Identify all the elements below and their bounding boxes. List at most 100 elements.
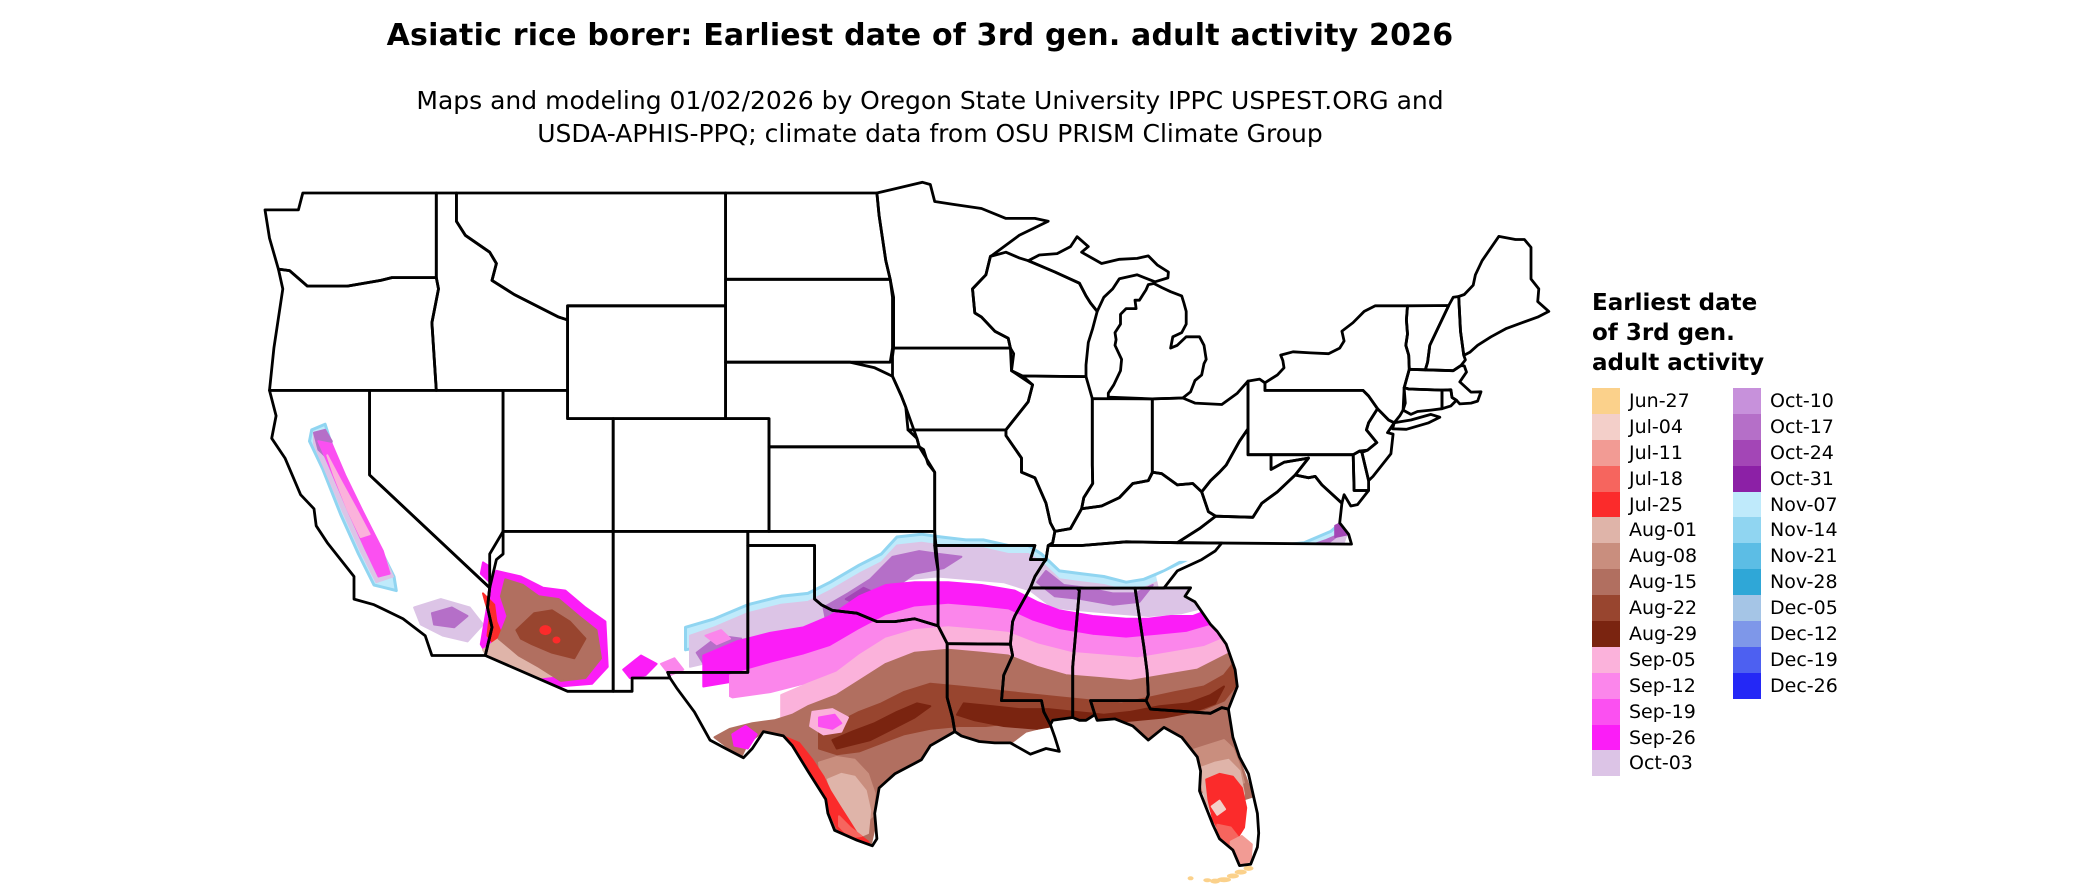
legend-item: Nov-28 [1733, 569, 1838, 596]
map-dots-layer [539, 625, 1254, 884]
legend-title-line-1: Earliest date [1592, 290, 1758, 316]
state-border-tx [666, 544, 957, 848]
legend-columns: Jun-27 Jul-04 Jul-11 Jul-18 Jul-25 Aug-01 Aug-… [1592, 388, 1838, 777]
legend-label: Oct-10 [1770, 389, 1834, 412]
state-border-ny [1263, 304, 1411, 425]
legend-item: Jul-04 [1592, 413, 1733, 440]
map-region-sep-19 [818, 713, 843, 730]
legend-label: Oct-03 [1629, 752, 1693, 775]
state-border-wi [971, 250, 1099, 378]
legend-swatch-nov-14 [1733, 517, 1761, 544]
legend-item: Jul-25 [1592, 491, 1733, 518]
legend-label: Jul-11 [1629, 441, 1683, 464]
legend-swatch-nov-21 [1733, 543, 1761, 570]
legend-item: Sep-12 [1592, 672, 1733, 699]
legend-label: Jul-18 [1629, 467, 1683, 490]
state-border-nj [1360, 407, 1396, 482]
legend: Earliest date of 3rd gen. adult activity… [1592, 288, 1838, 777]
legend-item: Aug-01 [1592, 517, 1733, 544]
legend-swatch-aug-08 [1592, 543, 1620, 570]
legend-item: Aug-08 [1592, 543, 1733, 570]
legend-swatch-oct-10 [1733, 388, 1761, 414]
legend-label: Nov-21 [1770, 545, 1838, 568]
legend-swatch-sep-19 [1592, 698, 1620, 725]
legend-item: Aug-15 [1592, 569, 1733, 596]
map-region-aug-22 [515, 609, 587, 660]
legend-label: Nov-28 [1770, 571, 1838, 594]
legend-label: Oct-24 [1770, 441, 1834, 464]
legend-item: Nov-14 [1733, 517, 1838, 544]
map-region-jul-18 [838, 815, 863, 839]
state-border-oh [1150, 379, 1250, 494]
legend-item: Oct-10 [1733, 388, 1838, 414]
subtitle: Maps and modeling 01/02/2026 by Oregon S… [0, 84, 1860, 150]
legend-item: Oct-31 [1733, 465, 1838, 492]
state-border-li [1391, 413, 1442, 431]
map-dot-jul-25 [552, 636, 561, 644]
state-border-mlp [1106, 282, 1208, 401]
legend-swatch-dec-19 [1733, 646, 1761, 673]
legend-label: Sep-19 [1629, 700, 1696, 723]
state-border-me [1457, 235, 1551, 357]
state-border-sd [724, 277, 894, 364]
state-border-nd [724, 191, 892, 281]
map-region-sep-26 [731, 725, 758, 750]
legend-item: Oct-03 [1592, 750, 1733, 777]
legend-item: Sep-19 [1592, 698, 1733, 725]
legend-label: Jul-04 [1629, 415, 1683, 438]
legend-swatch-jul-11 [1592, 439, 1620, 466]
legend-item: Jun-27 [1592, 388, 1733, 414]
legend-label: Oct-31 [1770, 467, 1834, 490]
legend-item: Sep-26 [1592, 724, 1733, 751]
legend-label: Aug-22 [1629, 597, 1698, 620]
state-border-ne [724, 360, 921, 449]
legend-swatch-jun-27 [1592, 388, 1620, 414]
legend-label: Oct-17 [1770, 415, 1834, 438]
legend-item: Oct-24 [1733, 439, 1838, 466]
legend-title-line-2: of 3rd gen. [1592, 320, 1735, 346]
legend-title-line-3: adult activity [1592, 350, 1765, 376]
state-border-ri [1440, 388, 1458, 411]
legend-label: Jul-25 [1629, 493, 1683, 516]
legend-item: Jul-11 [1592, 439, 1733, 466]
map-dot-jul-25 [539, 625, 552, 636]
legend-swatch-sep-05 [1592, 646, 1620, 673]
legend-swatch-jul-25 [1592, 491, 1620, 518]
legend-item: Oct-17 [1733, 413, 1838, 440]
legend-column-2: Oct-10 Oct-17 Oct-24 Oct-31 Nov-07 Nov-14 Nov-… [1733, 388, 1838, 776]
state-border-ks [767, 445, 937, 533]
map-dot-jun-27 [1187, 876, 1194, 881]
map-region-sep-26 [622, 654, 658, 679]
subtitle-line-1: Maps and modeling 01/02/2026 by Oregon S… [416, 86, 1444, 115]
legend-item: Jul-18 [1592, 465, 1733, 492]
legend-swatch-oct-24 [1733, 439, 1761, 466]
legend-label: Aug-08 [1629, 545, 1698, 568]
legend-item: Dec-05 [1733, 595, 1838, 622]
state-border-il [1004, 374, 1095, 533]
legend-label: Jun-27 [1629, 389, 1690, 412]
legend-item: Dec-12 [1733, 621, 1838, 647]
legend-label: Dec-26 [1770, 674, 1838, 697]
map-dot-jun-27 [1203, 878, 1212, 883]
legend-column-1: Jun-27 Jul-04 Jul-11 Jul-18 Jul-25 Aug-01 Aug-… [1592, 388, 1733, 777]
map-region-aug-29 [831, 702, 932, 750]
legend-swatch-oct-17 [1733, 413, 1761, 440]
legend-item: Aug-22 [1592, 595, 1733, 622]
legend-swatch-nov-07 [1733, 491, 1761, 518]
map-region-oct-17 [430, 606, 469, 629]
map-region-jul-04 [1210, 799, 1227, 816]
map-region-jul-25 [1205, 772, 1248, 843]
state-border-co [611, 417, 771, 533]
state-border-mn [875, 180, 1050, 350]
map-data-layer [308, 422, 1353, 866]
state-border-ct [1401, 386, 1444, 416]
legend-label: Dec-12 [1770, 622, 1838, 645]
legend-swatch-oct-03 [1592, 750, 1620, 777]
legend-item: Sep-05 [1592, 646, 1733, 673]
legend-swatch-sep-12 [1592, 672, 1620, 699]
legend-label: Nov-14 [1770, 519, 1838, 542]
map-dot-jun-27 [1234, 869, 1247, 875]
legend-item: Dec-26 [1733, 672, 1838, 699]
legend-label: Aug-29 [1629, 622, 1698, 645]
